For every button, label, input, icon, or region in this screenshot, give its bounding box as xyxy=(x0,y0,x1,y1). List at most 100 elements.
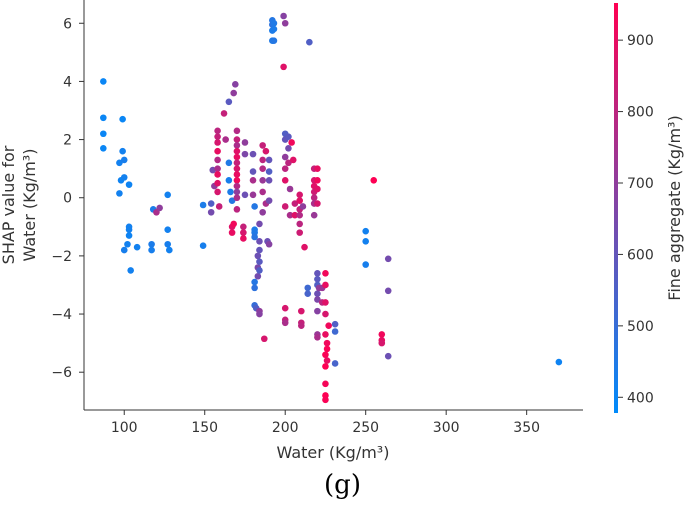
data-point xyxy=(254,252,262,260)
data-point xyxy=(265,176,273,184)
data-point xyxy=(100,144,107,152)
data-point xyxy=(233,194,241,202)
data-point xyxy=(119,147,126,155)
x-tick-label: 100 xyxy=(111,420,138,436)
data-point xyxy=(228,229,236,236)
data-point xyxy=(214,171,221,178)
data-point xyxy=(323,339,331,347)
data-point xyxy=(225,98,233,106)
data-point xyxy=(254,272,262,280)
data-point xyxy=(125,223,133,231)
colorbar-tick-label: 800 xyxy=(627,105,654,121)
data-point xyxy=(322,310,329,318)
data-point xyxy=(362,238,369,245)
scatter-chart: 100 150 200 250 300 350 −6 −4 −2 0 2 4 6 Water (Kg/… xyxy=(0,0,684,462)
data-point xyxy=(322,331,329,338)
data-point xyxy=(256,310,263,318)
data-point xyxy=(100,130,107,138)
colorbar-tick-label: 500 xyxy=(627,319,654,335)
data-point xyxy=(314,165,321,172)
data-point xyxy=(285,133,292,140)
data-point xyxy=(299,203,307,210)
data-point xyxy=(259,208,266,216)
data-point xyxy=(296,191,303,199)
data-point xyxy=(281,153,289,161)
data-point xyxy=(280,12,287,20)
data-point xyxy=(127,267,134,274)
data-point xyxy=(249,150,257,158)
y-tick-label: 6 xyxy=(63,16,72,32)
data-point xyxy=(233,142,241,149)
data-point xyxy=(214,133,221,140)
data-point xyxy=(259,156,266,164)
data-point xyxy=(314,296,321,303)
data-point xyxy=(285,144,292,152)
data-point xyxy=(301,243,308,251)
axes xyxy=(83,0,583,411)
data-point xyxy=(298,322,305,329)
data-point xyxy=(291,211,299,219)
data-point xyxy=(233,136,241,143)
data-point xyxy=(214,139,221,146)
x-tick-label: 150 xyxy=(191,420,218,436)
data-point xyxy=(232,81,239,88)
data-point xyxy=(322,270,329,277)
data-point xyxy=(256,267,263,274)
data-point xyxy=(384,352,392,360)
y-tick-label: −6 xyxy=(51,365,72,381)
data-points xyxy=(100,12,563,404)
data-point xyxy=(240,229,247,236)
figure-caption: (g) xyxy=(324,470,361,500)
data-point xyxy=(233,159,241,167)
data-point xyxy=(214,188,221,196)
colorbar-tick-label: 700 xyxy=(627,176,654,192)
data-point xyxy=(281,304,289,312)
data-point xyxy=(214,156,221,164)
data-point xyxy=(214,127,221,135)
data-point xyxy=(304,290,312,297)
data-point xyxy=(207,200,215,207)
data-point xyxy=(262,147,270,155)
data-point xyxy=(233,188,241,196)
data-point xyxy=(322,363,329,370)
data-point xyxy=(124,240,131,248)
data-point xyxy=(249,168,257,175)
data-point xyxy=(291,200,299,207)
data-point xyxy=(259,188,266,196)
data-point xyxy=(314,270,321,277)
data-point xyxy=(227,188,234,196)
data-point xyxy=(362,227,369,235)
data-point xyxy=(116,190,123,197)
data-point xyxy=(230,220,237,228)
data-point xyxy=(207,208,215,216)
data-point xyxy=(215,203,223,210)
data-point xyxy=(100,114,107,122)
data-point xyxy=(199,242,207,250)
data-point xyxy=(251,203,258,210)
data-point xyxy=(322,299,329,306)
data-point xyxy=(314,275,321,283)
data-point xyxy=(120,156,128,164)
data-point xyxy=(362,261,369,268)
data-point xyxy=(199,201,207,209)
data-point xyxy=(322,281,329,289)
data-point xyxy=(296,229,303,236)
data-point xyxy=(119,115,126,123)
data-point xyxy=(323,357,331,364)
data-point xyxy=(233,182,241,190)
data-point xyxy=(314,185,321,193)
y-tick-label: 0 xyxy=(63,191,72,207)
data-point xyxy=(325,322,332,329)
x-tick-label: 300 xyxy=(433,420,460,436)
data-point xyxy=(384,255,392,263)
data-point xyxy=(296,220,303,228)
data-point xyxy=(233,165,241,172)
data-point xyxy=(116,159,123,167)
data-point xyxy=(281,203,289,210)
data-point xyxy=(314,334,321,341)
data-point xyxy=(384,287,392,295)
data-point xyxy=(288,139,295,146)
data-point xyxy=(214,165,221,172)
data-point xyxy=(306,38,313,46)
data-point xyxy=(256,238,263,245)
